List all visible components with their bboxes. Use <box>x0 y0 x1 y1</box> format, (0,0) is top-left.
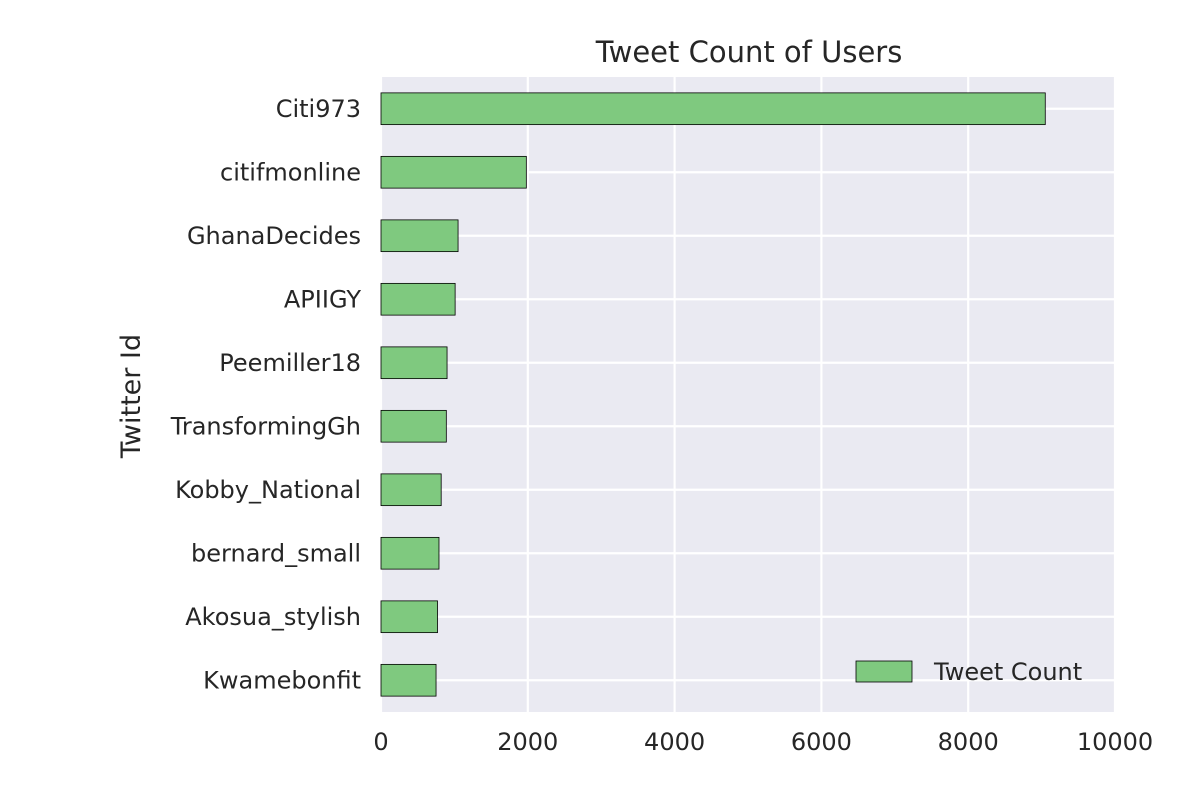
bar-TransformingGh <box>380 409 447 443</box>
y-tick-label-7: bernard_small <box>191 539 361 567</box>
y-tick-labels: Citi973 citifmonline GhanaDecides APIIGY Pee… <box>170 95 362 695</box>
x-tick-label-4: 8000 <box>938 728 999 756</box>
y-tick-label-3: APIIGY <box>284 285 361 313</box>
x-tick-label-2: 4000 <box>644 728 705 756</box>
bar-Kwamebonfit <box>380 663 437 697</box>
bars <box>380 92 1046 697</box>
y-tick-label-4: Peemiller18 <box>219 349 361 377</box>
x-tick-labels: 0 2000 4000 6000 8000 10000 <box>373 728 1153 756</box>
y-axis-label: Twitter Id <box>116 334 147 459</box>
y-tick-label-5: TransformingGh <box>170 412 361 440</box>
legend-label: Tweet Count <box>933 658 1082 686</box>
chart-title: Tweet Count of Users <box>595 35 903 69</box>
bar-APIIGY <box>380 282 456 316</box>
x-tick-label-0: 0 <box>373 728 388 756</box>
y-tick-label-1: citifmonline <box>220 158 361 186</box>
y-tick-label-0: Citi973 <box>276 95 361 123</box>
x-tick-label-1: 2000 <box>497 728 558 756</box>
y-tick-label-6: Kobby_National <box>175 476 361 504</box>
y-tick-label-2: GhanaDecides <box>187 222 361 250</box>
y-tick-label-8: Akosua_stylish <box>185 603 361 631</box>
y-tick-label-9: Kwamebonfit <box>203 666 361 694</box>
x-tick-label-5: 10000 <box>1077 728 1153 756</box>
bar-Citi973 <box>380 92 1046 126</box>
bar-GhanaDecides <box>380 219 459 253</box>
bar-Peemiller18 <box>380 346 448 380</box>
bar-Akosua_stylish <box>380 600 438 634</box>
legend-swatch <box>855 660 913 683</box>
x-tick-label-3: 6000 <box>791 728 852 756</box>
bar-citifmonline <box>380 155 527 189</box>
legend: Tweet Count <box>855 658 1082 686</box>
bar-Kobby_National <box>380 473 442 507</box>
bar-bernard_small <box>380 536 440 570</box>
